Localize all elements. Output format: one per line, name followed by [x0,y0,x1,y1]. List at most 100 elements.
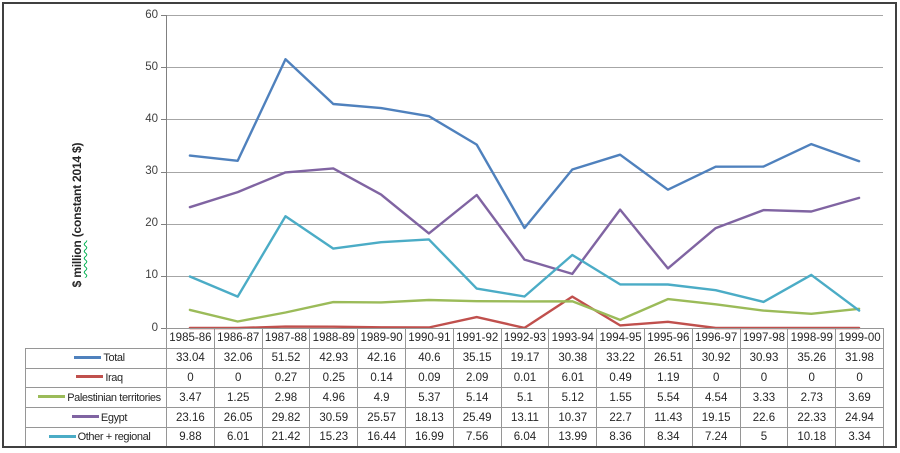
table-series-name-cell: Iraq [25,367,167,389]
table-value-cell: 0.27 [261,367,311,389]
table-value-cell: 5 [739,426,789,448]
table-value-cell: 13.99 [548,426,598,448]
table-value-cell: 0 [691,367,741,389]
table-year-header: 1988-89 [309,328,359,349]
y-axis-title-text: $ million (constant 2014 $) [70,143,84,288]
table-value-cell: 0 [835,367,884,389]
table-value-cell: 1.25 [213,387,263,409]
table-value-cell: 26.05 [213,407,263,428]
legend-key-palestinian-territories [38,395,66,399]
table-value-cell: 6.01 [213,426,263,448]
table-value-cell: 13.11 [500,407,550,428]
table-year-header: 1995-96 [643,328,693,349]
table-year-header: 1989-90 [357,328,406,349]
table-value-cell: 16.99 [404,426,454,448]
table-value-cell: 30.38 [548,347,598,369]
table-value-cell: 6.01 [548,367,598,389]
table-value-cell: 32.06 [213,347,263,369]
table-value-cell: 16.44 [357,426,406,448]
table-year-header: 1996-97 [691,328,741,349]
y-axis-tick-label-30: 30 [145,165,158,177]
table-row-other-regional: Other + regional 9.88 6.01 21.42 15.23 16.44 1… [25,426,884,448]
table-value-cell: 42.16 [357,347,406,369]
table-value-cell: 15.23 [309,426,359,448]
table-value-cell: 18.13 [404,407,454,428]
table-year-header: 1998-99 [787,328,837,349]
y-axis-tick-label-50: 50 [145,60,158,73]
table-value-cell: 35.15 [452,347,502,369]
table-row-palestinian-territories: Palestinian territories 3.47 1.25 2.98 4.96 4… [25,387,884,409]
table-value-cell: 19.17 [500,347,550,369]
table-value-cell: 8.34 [643,426,693,448]
table-year-header: 1993-94 [548,328,598,349]
series-line-palestinian-territories[interactable] [188,297,861,323]
table-year-header: 1994-95 [596,328,645,349]
table-value-cell: 5.1 [500,387,550,409]
table-row-total: Total 33.04 32.06 51.52 42.93 42.16 40.6 35.15 1… [25,347,884,369]
table-value-cell: 1.55 [596,387,645,409]
series-name-label: Iraq [105,371,123,384]
table-value-cell: 0 [739,367,789,389]
table-year-header: 1997-98 [739,328,789,349]
table-value-cell: 3.47 [166,387,215,409]
table-series-name-cell: Palestinian territories [25,387,167,409]
table-value-cell: 35.26 [787,347,837,369]
table-value-cell: 24.94 [835,407,884,428]
table-value-cell: 4.96 [309,387,359,409]
table-value-cell: 4.54 [691,387,741,409]
y-axis-tick-label-60: 60 [145,8,158,21]
table-value-cell: 7.56 [452,426,502,448]
table-value-cell: 9.88 [166,426,215,448]
table-value-cell: 33.04 [166,347,215,369]
series-name-label: Egypt [100,411,128,424]
series-line-other-regional[interactable] [188,215,861,312]
series-line-total[interactable] [188,58,861,230]
table-value-cell: 5.12 [548,387,598,409]
y-axis-title-prefix: $ [70,277,84,288]
table-series-name-cell: Total [25,347,167,369]
y-axis-tick-label-10: 10 [145,269,158,282]
table-value-cell: 30.93 [739,347,789,369]
y-axis-title-suffix: (constant 2014 $) [70,142,84,241]
table-value-cell: 21.42 [261,426,311,448]
table-value-cell: 2.09 [452,367,502,389]
table-value-cell: 0.09 [404,367,454,389]
table-series-name-cell: Other + regional [25,426,167,448]
table-value-cell: 3.34 [835,426,884,448]
legend-key-total [74,355,102,359]
table-value-cell: 7.24 [691,426,741,448]
table-value-cell: 22.33 [787,407,837,428]
table-value-cell: 22.7 [596,407,645,428]
y-axis-tick-label-0: 0 [151,321,158,334]
table-value-cell: 3.69 [835,387,884,409]
table-value-cell: 42.93 [309,347,359,369]
table-value-cell: 8.36 [596,426,645,448]
legend-key-iraq [76,375,104,379]
table-value-cell: 29.82 [261,407,311,428]
table-corner-blank-cell [25,328,167,349]
table-value-cell: 5.54 [643,387,693,409]
table-series-name-cell: Egypt [25,407,167,428]
table-value-cell: 4.9 [357,387,406,409]
table-value-cell: 5.37 [404,387,454,409]
table-row-iraq: Iraq 0 0 0.27 0.25 0.14 0.09 2.09 0.01 6.01 0.49 1.… [25,367,884,389]
table-value-cell: 30.59 [309,407,359,428]
table-value-cell: 25.49 [452,407,502,428]
chart-data-table: 1985-86 1986-87 1987-88 1988-89 1989-90 1990-… [25,328,884,448]
table-value-cell: 0 [787,367,837,389]
series-line-egypt[interactable] [188,167,861,276]
table-year-header: 1991-92 [452,328,502,349]
table-value-cell: 31.98 [835,347,884,369]
table-value-cell: 0 [166,367,215,389]
series-line-iraq[interactable] [188,295,861,330]
table-value-cell: 2.73 [787,387,837,409]
legend-key-other-regional [48,434,76,438]
series-name-label: Total [103,352,125,365]
table-value-cell: 0.01 [500,367,550,389]
table-value-cell: 19.15 [691,407,741,428]
table-header-row: 1985-86 1986-87 1987-88 1988-89 1989-90 1990-… [25,328,884,349]
table-year-header: 1990-91 [404,328,454,349]
table-value-cell: 23.16 [166,407,215,428]
